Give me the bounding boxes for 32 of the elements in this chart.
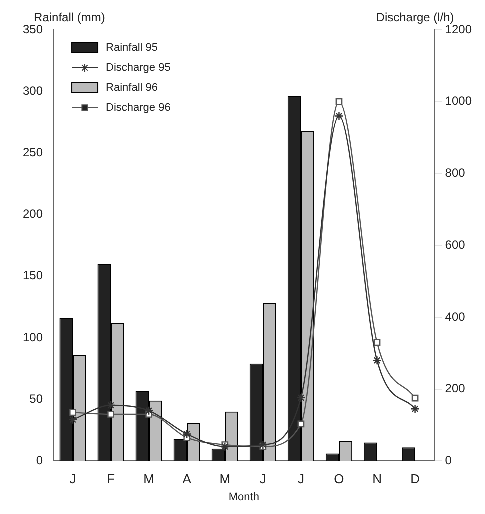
legend-label: Rainfall 96 xyxy=(106,82,158,94)
y-tick-label: 300 xyxy=(22,84,44,98)
x-tick-label: M xyxy=(220,472,231,487)
y2-tick-label: 1000 xyxy=(445,94,472,108)
x-tick-label: N xyxy=(372,472,382,487)
y-tick-label: 0 xyxy=(36,454,44,468)
x-tick-label: M xyxy=(144,472,155,487)
y2-tick-label: 600 xyxy=(445,238,466,252)
y-tick-label: 350 xyxy=(22,22,44,36)
y-tick-label: 50 xyxy=(30,392,44,406)
y-tick-label: 250 xyxy=(22,146,44,160)
y2-axis-title: Discharge (l/h) xyxy=(376,10,454,24)
y2-tick-label: 400 xyxy=(445,310,466,324)
x-tick-label: D xyxy=(410,472,420,487)
x-axis-title: Month xyxy=(228,491,260,504)
x-tick-label: J xyxy=(298,472,304,487)
legend-label: Rainfall 95 xyxy=(106,42,158,54)
legend-label: Discharge 95 xyxy=(106,62,171,74)
x-tick-label: J xyxy=(260,472,266,487)
y2-tick-label: 0 xyxy=(445,454,452,468)
x-tick-label: O xyxy=(334,472,344,487)
y-tick-label: 100 xyxy=(22,330,44,344)
y2-tick-label: 1200 xyxy=(445,22,472,36)
legend-label: Discharge 96 xyxy=(106,102,171,114)
y-axis-title: Rainfall (mm) xyxy=(34,10,106,24)
x-tick-label: J xyxy=(70,472,76,487)
x-tick-label: F xyxy=(107,472,116,487)
x-tick-label: A xyxy=(182,472,192,487)
y-tick-label: 150 xyxy=(22,268,44,283)
y-tick-label: 200 xyxy=(22,207,44,222)
y2-tick-label: 200 xyxy=(445,382,466,396)
y2-tick-label: 800 xyxy=(445,166,466,180)
